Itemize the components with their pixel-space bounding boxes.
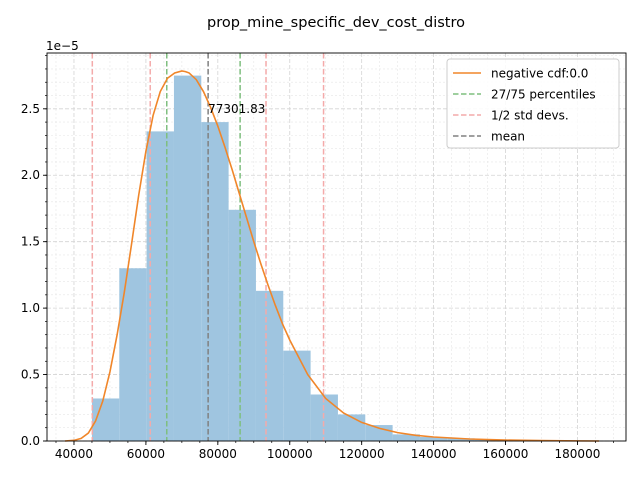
- histogram-bar: [392, 434, 420, 441]
- legend-label: negative cdf:0.0: [491, 67, 588, 81]
- histogram-bar: [201, 122, 229, 442]
- legend-label: mean: [491, 130, 525, 144]
- x-tick-label: 80000: [199, 447, 237, 461]
- reference-lines: [91, 53, 325, 441]
- histogram-bar: [173, 75, 202, 441]
- legend-box: [446, 58, 620, 149]
- histogram-bar: [228, 209, 256, 441]
- histogram-bar: [337, 414, 366, 441]
- density-curve: [64, 70, 600, 442]
- mean-annotation: 77301.83: [208, 102, 265, 116]
- x-tick-label: 160000: [483, 447, 529, 461]
- x-tick-label: 120000: [339, 447, 385, 461]
- y-tick-label: 2.0: [21, 168, 40, 182]
- y-scale-label: 1e−5: [46, 39, 79, 53]
- histogram-bar: [419, 437, 448, 441]
- legend: negative cdf:0.0 27/75 percentiles 1/2 std…: [446, 58, 620, 149]
- histogram-bar: [146, 131, 174, 441]
- x-tick-label: 100000: [267, 447, 313, 461]
- histogram-bar: [447, 438, 475, 441]
- y-tick-label: 0.0: [21, 434, 40, 448]
- axis-ticks: 40000 60000 80000 100000 120000 140000 160000 1…: [21, 55, 614, 461]
- curve-line: [64, 70, 600, 442]
- legend-label: 1/2 std devs.: [491, 109, 569, 123]
- x-tick-label: 180000: [555, 447, 601, 461]
- chart-title: prop_mine_specific_dev_cost_distro: [207, 15, 465, 31]
- y-tick-label: 2.5: [21, 102, 40, 116]
- x-tick-label: 40000: [55, 447, 93, 461]
- histogram-bar: [283, 350, 311, 441]
- y-tick-label: 1.0: [21, 301, 40, 315]
- x-tick-label: 140000: [411, 447, 457, 461]
- y-tick-label: 0.5: [21, 368, 40, 382]
- x-tick-label: 60000: [127, 447, 165, 461]
- y-tick-label: 1.5: [21, 235, 40, 249]
- legend-label: 27/75 percentiles: [491, 88, 596, 102]
- plot-frame: [46, 52, 627, 442]
- histogram-bars: [91, 75, 600, 442]
